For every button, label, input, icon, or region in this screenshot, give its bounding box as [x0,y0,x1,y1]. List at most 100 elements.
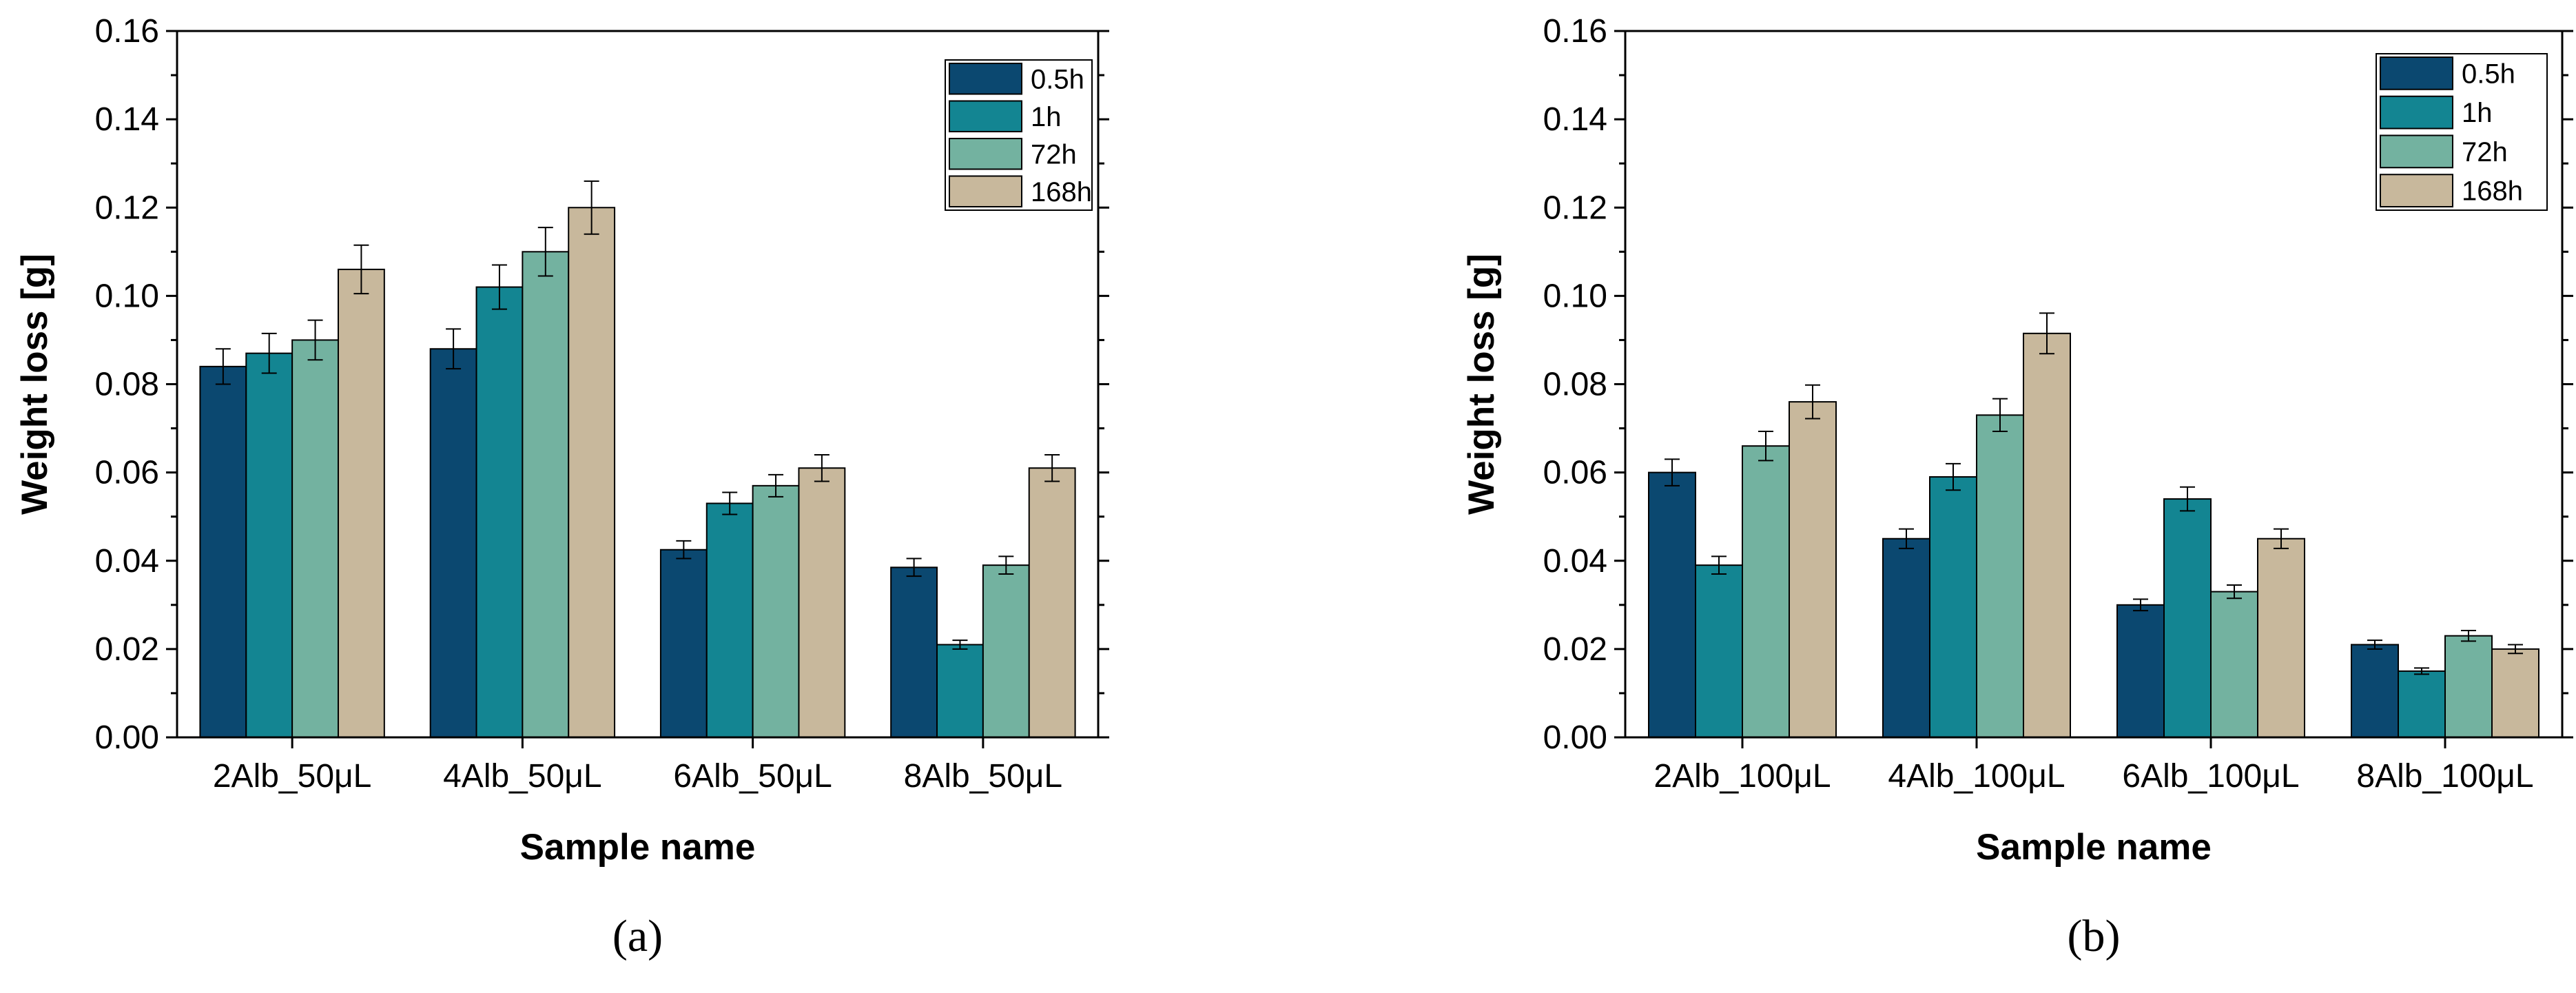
x-tick-label: 8Alb_50μL [904,758,1063,795]
y-tick-label: 0.12 [95,190,159,226]
bar-1h-2Alb_50μL [245,352,293,738]
error-bar-1h-4Alb_100μL [1946,462,1961,491]
legend-label-1h: 1h [2462,98,2493,128]
y-tick-label: 0.06 [1543,455,1607,491]
error-bar-168h-4Alb_50μL [584,180,599,235]
y-tick-label: 0.08 [95,367,159,403]
error-bar-72h-2Alb_100μL [1758,431,1773,462]
bar-72h-6Alb_50μL [752,484,800,738]
error-bar-0.5h-4Alb_50μL [446,328,462,370]
bar-168h-4Alb_100μL [2023,332,2071,738]
chart-panel-b: 0.00 0.02 0.04 0.06 0.08 0.10 0.12 0.14 0.16 2Alb… [1461,13,2573,961]
y-tick-label: 0.02 [1543,631,1607,668]
x-tick-label: 6Alb_50μL [673,758,832,795]
error-bar-72h-6Alb_100μL [2227,584,2242,600]
error-bar-72h-2Alb_50μL [307,319,323,361]
legend-swatch-0.5h [949,63,1022,95]
error-bar-168h-6Alb_50μL [814,454,830,482]
bar-168h-2Alb_50μL [337,268,385,738]
bar-1h-4Alb_50μL [475,286,524,738]
x-tick-label: 6Alb_100μL [2122,758,2299,795]
bar-72h-8Alb_50μL [982,564,1030,738]
legend-swatch-168h [2380,174,2453,207]
bar-72h-6Alb_100μL [2210,591,2258,738]
error-bar-72h-8Alb_100μL [2461,629,2476,642]
y-tick-label: 0.00 [95,719,159,756]
bar-0.5h-8Alb_100μL [2351,644,2399,738]
error-bar-0.5h-4Alb_100μL [1899,528,1914,549]
legend-swatch-1h [2380,95,2453,130]
legend-label-72h: 72h [2462,137,2508,167]
legend-label-0.5h: 0.5h [2462,59,2515,89]
error-bar-0.5h-6Alb_50μL [676,540,692,560]
legend-swatch-1h [949,100,1022,132]
y-tick-label: 0.02 [95,631,159,668]
x-tick-label: 2Alb_100μL [1653,758,1831,795]
error-bar-1h-6Alb_50μL [722,491,738,515]
error-bar-72h-4Alb_50μL [537,227,553,277]
bar-168h-8Alb_100μL [2491,648,2539,738]
error-bar-1h-6Alb_100μL [2180,486,2195,512]
error-bar-72h-6Alb_50μL [768,473,784,498]
legend-swatch-0.5h [2380,57,2453,90]
bar-1h-6Alb_50μL [705,502,754,738]
x-tick-label: 4Alb_100μL [1888,758,2065,795]
panel-label: (a) [612,911,663,961]
error-bar-168h-2Alb_50μL [353,244,369,295]
bar-0.5h-4Alb_50μL [429,348,477,738]
legend-label-72h: 72h [1031,139,1077,170]
bar-0.5h-4Alb_100μL [1882,538,1930,738]
bar-0.5h-8Alb_50μL [890,566,938,738]
legend-swatch-168h [949,175,1022,207]
bar-72h-4Alb_100μL [1976,414,2024,738]
bar-1h-2Alb_100μL [1695,564,1743,738]
error-bar-1h-2Alb_100μL [1711,555,1727,575]
bar-0.5h-6Alb_50μL [659,549,708,738]
bar-1h-6Alb_100μL [2163,498,2212,738]
bar-1h-8Alb_100μL [2398,670,2446,738]
bar-168h-2Alb_100μL [1789,401,1837,738]
y-tick-label: 0.04 [95,543,159,580]
bar-72h-2Alb_100μL [1742,445,1790,738]
y-tick-label: 0.14 [1543,101,1607,138]
panel-label: (b) [2068,911,2121,961]
y-tick-label: 0.04 [1543,543,1607,580]
x-axis-title: Sample name [520,827,756,868]
y-tick-label: 0.10 [1543,278,1607,314]
error-bar-168h-2Alb_100μL [1805,384,1820,420]
x-axis-title: Sample name [1976,827,2212,868]
error-bar-0.5h-2Alb_50μL [215,348,231,385]
bar-1h-4Alb_100μL [1929,476,1977,738]
legend-swatch-72h [2380,134,2453,169]
error-bar-72h-8Alb_50μL [998,555,1014,575]
bar-168h-6Alb_100μL [2257,538,2305,738]
bar-0.5h-2Alb_50μL [199,365,247,738]
error-bar-168h-8Alb_50μL [1044,454,1060,482]
error-bar-1h-8Alb_100μL [2414,667,2429,675]
bar-0.5h-6Alb_100μL [2116,604,2165,738]
legend-label-168h: 168h [2462,176,2523,207]
error-bar-168h-6Alb_100μL [2274,528,2289,549]
bar-72h-8Alb_100μL [2444,635,2493,738]
bar-168h-4Alb_50μL [568,207,616,738]
error-bar-168h-4Alb_100μL [2039,312,2054,355]
y-tick-label: 0.08 [1543,367,1607,403]
error-bar-0.5h-8Alb_100μL [2367,639,2382,650]
error-bar-72h-4Alb_100μL [1992,398,2008,433]
y-tick-label: 0.16 [95,13,159,50]
bar-72h-2Alb_50μL [291,339,339,738]
y-tick-label: 0.12 [1543,190,1607,226]
legend-swatch-72h [949,138,1022,170]
y-axis-title: Weight loss [g] [1461,254,1502,515]
y-tick-label: 0.06 [95,455,159,491]
error-bar-168h-8Alb_100μL [2508,644,2523,655]
legend: 0.5h 1h 72h 168h [945,59,1093,211]
error-bar-1h-2Alb_50μL [261,332,277,374]
y-tick-label: 0.00 [1543,719,1607,756]
x-tick-label: 2Alb_50μL [213,758,372,795]
bar-1h-8Alb_50μL [936,644,984,738]
y-axis-title: Weight loss [g] [14,254,55,515]
x-tick-label: 4Alb_50μL [443,758,602,795]
bar-0.5h-2Alb_100μL [1648,471,1696,738]
